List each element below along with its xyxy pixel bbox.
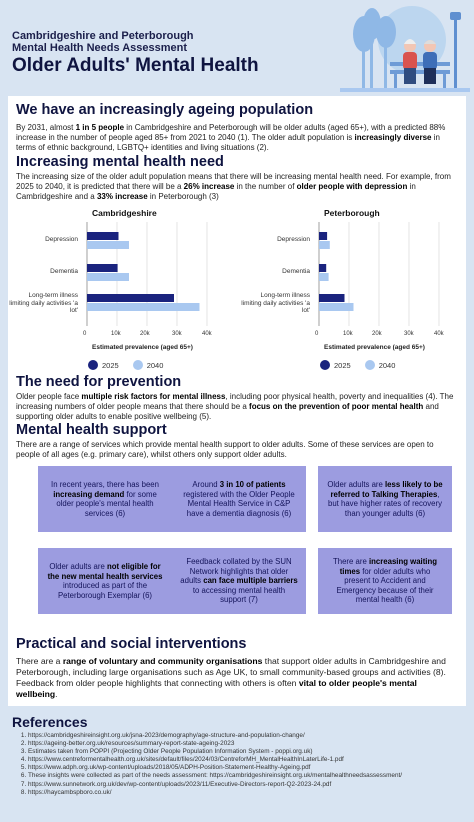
x-tick-label: 10k xyxy=(111,331,121,337)
chart-legend: 2025 2040 xyxy=(88,360,163,370)
reference-item: https://haycambspboro.co.uk/ xyxy=(28,789,468,797)
category-label: Dementia xyxy=(282,268,310,275)
peterborough-prevalence-chart: Peterborough Depression Dementia Long-te… xyxy=(240,204,466,372)
bar-2040-1 xyxy=(319,241,330,249)
x-tick-label: 10k xyxy=(343,331,353,337)
x-tick-label: 40k xyxy=(202,331,212,337)
chart-plot-area xyxy=(318,222,440,326)
header: Cambridgeshire and Peterborough Mental H… xyxy=(0,0,474,92)
reference-item: These insights were collected as part of… xyxy=(28,772,468,780)
subtitle-line-2: Mental Health Needs Assessment xyxy=(12,42,188,54)
legend-label: 2040 xyxy=(146,360,164,370)
bar-2025-2 xyxy=(319,264,327,272)
bar-2025-3 xyxy=(319,294,345,302)
bar-2025-2 xyxy=(87,264,118,272)
reference-item: https://www.adph.org.uk/wp-content/uploa… xyxy=(28,764,468,772)
chart-legend: 2025 2040 xyxy=(320,360,395,370)
reference-item: https://www.sunnetwork.org.uk/dev/wp-con… xyxy=(28,781,468,789)
legend-label: 2025 xyxy=(102,360,119,370)
x-tick-label: 20k xyxy=(140,331,150,337)
section-prevention-text: Older people face multiple risk factors … xyxy=(16,392,454,421)
subtitle-line-1: Cambridgeshire and Peterborough xyxy=(12,30,194,42)
chart-title: Peterborough xyxy=(324,208,380,218)
x-axis-label: Estimated prevalence (aged 65+) xyxy=(324,344,425,351)
bar-2025-1 xyxy=(319,232,328,240)
bar-2040-3 xyxy=(319,303,354,311)
reference-item: https://ageing-better.org.uk/resources/s… xyxy=(28,740,468,748)
x-tick-label: 30k xyxy=(404,331,414,337)
x-tick-label: 0 xyxy=(315,331,319,337)
info-box-dementia-diagnosis: Around 3 in 10 of patients registered wi… xyxy=(172,466,306,532)
legend-swatch-2025 xyxy=(88,360,98,370)
section-ageing-population-heading: We have an increasingly ageing populatio… xyxy=(16,102,314,118)
section-mental-health-need-text: The increasing size of the older adult p… xyxy=(16,172,451,201)
section-support-heading: Mental health support xyxy=(16,422,167,438)
legend-swatch-2040 xyxy=(364,360,375,370)
reference-item: Estimates taken from POPPI (Projecting O… xyxy=(28,748,468,756)
bar-2040-3 xyxy=(87,303,200,311)
info-box-talking-therapies: Older adults are less likely to be refer… xyxy=(318,466,452,532)
info-box-not-eligible: Older adults are not eligible for the ne… xyxy=(38,548,172,614)
section-mental-health-need-heading: Increasing mental health need xyxy=(16,154,224,170)
bar-2040-2 xyxy=(319,273,329,281)
section-support-text: There are a range of services which prov… xyxy=(16,440,434,459)
x-tick-label: 30k xyxy=(172,331,182,337)
info-box-barriers: Feedback collated by the SUN Network hig… xyxy=(172,548,306,614)
bar-2040-2 xyxy=(87,273,129,281)
bar-2025-1 xyxy=(87,232,119,240)
bar-2040-1 xyxy=(87,241,129,249)
reference-item: https://cambridgeshireinsight.org.uk/jsn… xyxy=(28,732,468,740)
references-list: https://cambridgeshireinsight.org.uk/jsn… xyxy=(28,732,468,797)
x-tick-label: 40k xyxy=(434,331,444,337)
reference-item: https://www.centreformentalhealth.org.uk… xyxy=(28,756,468,764)
section-prevention-heading: The need for prevention xyxy=(16,374,182,390)
x-axis-label: Estimated prevalence (aged 65+) xyxy=(92,344,193,351)
legend-swatch-2025 xyxy=(320,360,330,370)
x-tick-label: 20k xyxy=(372,331,382,337)
x-tick-label: 0 xyxy=(83,331,87,337)
references-section: References https://cambridgeshireinsight… xyxy=(0,708,474,822)
category-label: Long-term illness limiting daily activit… xyxy=(9,292,78,314)
section-interventions-heading: Practical and social interventions xyxy=(16,636,247,652)
chart-title: Cambridgeshire xyxy=(92,208,157,218)
references-heading: References xyxy=(12,714,88,730)
main-content-card: We have an increasingly ageing populatio… xyxy=(8,96,466,706)
category-label: Dementia xyxy=(50,268,78,275)
legend-swatch-2040 xyxy=(132,360,143,370)
info-box-increasing-demand: In recent years, there has been increasi… xyxy=(38,466,172,532)
chart-plot-area xyxy=(86,222,208,326)
legend-label: 2040 xyxy=(378,360,396,370)
info-box-waiting-times: There are increasing waiting times for o… xyxy=(318,548,452,614)
header-subtitle: Cambridgeshire and Peterborough Mental H… xyxy=(12,30,194,54)
section-interventions-text: There are a range of voluntary and commu… xyxy=(16,656,446,699)
category-label: Depression xyxy=(277,236,310,243)
legend-label: 2025 xyxy=(334,360,351,370)
older-couple-on-bench-illustration xyxy=(340,6,470,92)
cambridgeshire-prevalence-chart: Cambridgeshire Depression Dementia Long-… xyxy=(8,204,238,372)
category-label: Long-term illness limiting daily activit… xyxy=(241,292,310,314)
category-label: Depression xyxy=(45,236,78,243)
bar-2025-3 xyxy=(87,294,174,302)
page-title: Older Adults' Mental Health xyxy=(12,55,259,76)
section-ageing-population-text: By 2031, almost 1 in 5 people in Cambrid… xyxy=(16,123,446,152)
